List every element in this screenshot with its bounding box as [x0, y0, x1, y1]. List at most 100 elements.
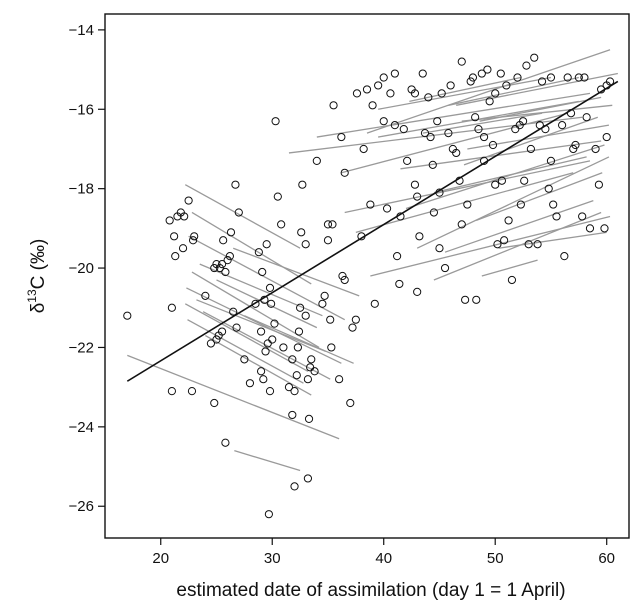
data-point — [219, 236, 228, 245]
trend-segment — [232, 247, 360, 297]
data-point — [379, 73, 388, 82]
data-point — [290, 482, 299, 491]
data-point — [362, 85, 372, 94]
data-point — [457, 220, 466, 229]
data-point — [229, 307, 238, 316]
data-point — [292, 371, 301, 380]
data-point — [270, 319, 279, 328]
data-point — [279, 343, 288, 352]
data-point — [167, 303, 176, 312]
data-point — [217, 259, 227, 269]
data-point — [273, 192, 282, 201]
data-point — [457, 57, 466, 66]
data-point — [251, 299, 260, 308]
data-point — [549, 200, 558, 209]
trend-segment — [196, 299, 326, 353]
trend-segment — [498, 231, 607, 249]
data-point — [323, 220, 333, 229]
data-point — [496, 69, 505, 78]
data-point — [500, 236, 509, 245]
data-point — [466, 77, 475, 86]
data-point — [418, 69, 427, 78]
trend-segment — [366, 49, 611, 134]
trend-segment — [127, 354, 340, 440]
x-tick-label: 20 — [152, 550, 169, 567]
trend-segment — [433, 156, 587, 194]
data-point — [403, 156, 412, 165]
data-point — [426, 132, 435, 142]
data-point — [259, 375, 268, 384]
data-point — [605, 77, 615, 86]
data-point — [268, 335, 277, 344]
data-point — [188, 236, 198, 245]
data-point — [437, 89, 446, 98]
data-point — [212, 335, 221, 344]
data-point — [284, 383, 294, 392]
trend-segment — [184, 303, 309, 372]
data-point — [571, 140, 580, 150]
data-point — [254, 248, 263, 257]
data-point — [602, 132, 611, 142]
data-point — [386, 89, 395, 98]
data-point — [410, 89, 420, 98]
y-axis: −26 −24 −22 −20 −18 −16 −14 — [69, 22, 105, 515]
data-point — [591, 144, 600, 154]
data-point — [221, 438, 230, 447]
trend-segment — [199, 263, 323, 317]
data-point — [256, 367, 266, 376]
data-point — [312, 156, 321, 165]
data-point — [518, 117, 528, 126]
y-tick-label: −16 — [69, 101, 94, 118]
data-point — [296, 303, 305, 312]
data-point — [390, 69, 399, 78]
data-point — [524, 240, 533, 249]
data-point — [170, 232, 179, 241]
trend-segment — [216, 279, 318, 329]
trend-segment — [191, 271, 320, 349]
trend-segment — [191, 211, 312, 285]
data-point — [410, 180, 420, 189]
data-point — [379, 117, 388, 126]
data-point — [491, 89, 500, 98]
data-point — [461, 295, 470, 304]
trend-segment — [476, 172, 603, 222]
data-point — [359, 144, 368, 154]
data-point — [337, 132, 346, 142]
y-axis-label-rest: C (‰) — [28, 239, 49, 290]
data-point — [261, 347, 270, 356]
data-point — [513, 73, 522, 82]
data-point — [530, 53, 539, 62]
data-point — [167, 387, 176, 396]
data-point — [504, 216, 513, 225]
x-tick-label: 50 — [487, 550, 504, 567]
data-point — [318, 299, 327, 308]
data-point — [265, 283, 275, 293]
data-point — [594, 180, 603, 189]
data-point — [413, 287, 422, 296]
data-point — [256, 327, 266, 336]
data-point — [351, 315, 360, 324]
data-point — [485, 97, 494, 106]
data-point — [368, 101, 377, 110]
data-point — [303, 474, 313, 483]
y-axis-label: δ13C (‰) — [25, 239, 49, 314]
y-tick-label: −26 — [69, 498, 94, 515]
trend-segment — [416, 156, 610, 249]
data-point — [310, 367, 319, 376]
y-tick-label: −14 — [69, 22, 94, 39]
data-point — [433, 117, 442, 126]
data-point — [327, 343, 336, 352]
trend-segment — [456, 72, 618, 106]
data-point — [293, 343, 302, 352]
data-point — [288, 355, 297, 364]
data-point — [440, 263, 450, 273]
y-tick-label: −18 — [69, 181, 94, 198]
data-point — [165, 216, 174, 225]
data-point — [446, 81, 455, 90]
data-point — [304, 414, 314, 424]
data-point — [502, 81, 511, 90]
data-point — [370, 299, 379, 308]
data-point — [294, 327, 304, 336]
trend-segment — [481, 259, 538, 277]
